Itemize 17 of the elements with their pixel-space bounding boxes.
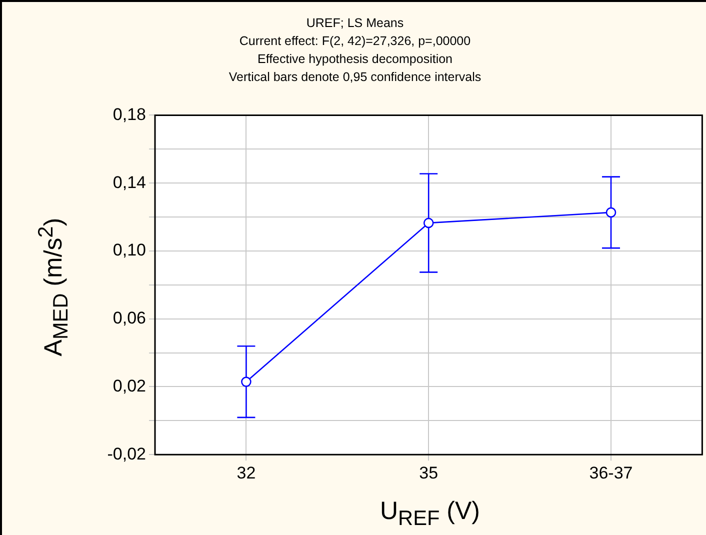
y-tick-label: 0,10 <box>112 240 146 260</box>
y-tick-label: 0,02 <box>112 376 146 396</box>
point <box>423 218 434 228</box>
x-tick-label: 36-37 <box>589 463 633 482</box>
text: Effective hypothesis decomposition <box>256 51 454 68</box>
x-tick-label: 35 <box>419 463 438 482</box>
chart-title: UREF; LS Means <box>305 15 405 32</box>
y-tick-label: 0,18 <box>112 104 146 124</box>
y-tick-label: 0,14 <box>112 172 146 192</box>
chart-subtitle: Current effect: F(2, 42)=27,326, p=,00000 <box>238 33 472 50</box>
x-axis-title: U$_{REF}$ (V) <box>380 497 480 531</box>
y-tick-label: -0,02 <box>107 444 146 464</box>
y-tick-label: 0,06 <box>112 308 146 328</box>
x-tick-label: 32 <box>236 463 256 482</box>
point <box>241 376 252 387</box>
point <box>606 207 616 218</box>
text: Vertical bars denote 0,95 confidence intervals <box>228 69 482 86</box>
